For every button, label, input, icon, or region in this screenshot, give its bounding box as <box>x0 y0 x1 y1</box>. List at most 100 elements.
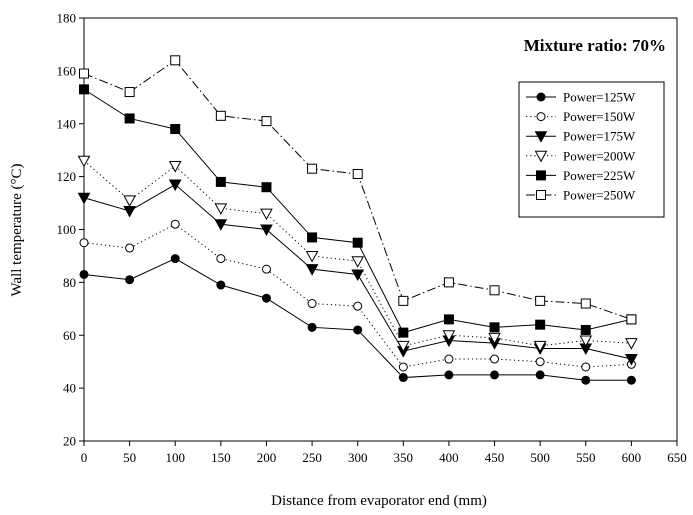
series-5-point-9 <box>489 322 500 333</box>
series-6-point-10 <box>535 295 546 306</box>
series-3-point-12 <box>625 354 638 366</box>
series-1-point-2 <box>170 254 180 264</box>
legend-marker-6 <box>536 190 546 200</box>
series-6-point-2 <box>170 55 181 66</box>
series-6-point-4 <box>261 116 272 127</box>
series-1-point-8 <box>444 370 454 380</box>
series-4-point-10 <box>533 340 547 353</box>
series-1-point-12 <box>626 375 636 385</box>
x-tick-label-12: 600 <box>622 450 642 465</box>
y-tick-label-0: 20 <box>63 434 76 449</box>
series-2-point-7 <box>398 362 408 372</box>
series-5-point-1 <box>124 113 135 124</box>
series-5-point-0 <box>79 84 89 95</box>
y-tick-label-1: 40 <box>63 381 76 396</box>
series-5-point-7 <box>398 327 409 338</box>
series-2-point-2 <box>170 219 180 229</box>
series-1-point-6 <box>353 325 363 335</box>
series-5-point-2 <box>170 124 181 135</box>
axes: 0 50 100 150 200 250 300 350 400 450 500 550 600 650 2… <box>57 11 687 466</box>
legend-marker-3 <box>534 131 548 143</box>
y-tick-label-2: 60 <box>63 328 76 343</box>
series-5-point-4 <box>261 182 272 193</box>
series-4-point-11 <box>579 335 593 348</box>
series-6-point-6 <box>352 168 363 179</box>
series-3-point-0 <box>77 192 91 205</box>
y-tick-label-4: 100 <box>57 222 77 237</box>
x-tick-label-10: 500 <box>530 450 550 465</box>
series-4-point-6 <box>351 256 365 268</box>
series-6-point-5 <box>307 163 318 174</box>
series-1-point-1 <box>125 275 135 285</box>
legend-marker-1 <box>536 92 546 102</box>
series-3-point-4 <box>260 224 273 237</box>
legend-marker-2 <box>536 112 546 122</box>
y-tick-label-5: 120 <box>57 169 77 184</box>
x-tick-label-3: 150 <box>211 450 231 465</box>
series-2-point-3 <box>216 254 226 264</box>
x-tick-label-8: 400 <box>439 450 459 465</box>
series-5-point-3 <box>215 176 226 187</box>
series-4-point-2 <box>168 161 182 173</box>
series-2-point-8 <box>444 354 454 364</box>
series-4-point-8 <box>442 330 456 342</box>
series-4-point-3 <box>214 203 228 215</box>
series-3-point-6 <box>351 269 365 281</box>
series-1-point-7 <box>398 373 408 383</box>
series-1-point-11 <box>581 375 591 385</box>
legend-marker-5 <box>536 170 546 181</box>
plot-series <box>77 55 638 385</box>
series-6-point-0 <box>79 68 89 79</box>
series-3-point-1 <box>123 205 136 218</box>
y-axis-label: Wall temperature (°C) <box>9 163 25 296</box>
series-1-point-5 <box>307 322 317 332</box>
series-4-point-0 <box>77 155 91 168</box>
x-tick-label-9: 450 <box>485 450 505 465</box>
legend-label-4: Power=200W <box>563 148 636 163</box>
series-5-point-5 <box>307 232 318 243</box>
series-2-point-11 <box>581 362 591 372</box>
series-2-point-10 <box>535 357 545 367</box>
x-tick-label-0: 0 <box>81 450 88 465</box>
x-tick-label-6: 300 <box>348 450 368 465</box>
series-5-point-11 <box>580 324 591 335</box>
legend-label-3: Power=175W <box>563 129 636 144</box>
series-5-point-8 <box>443 314 454 325</box>
series-1-point-10 <box>535 370 545 380</box>
series-2-point-6 <box>353 301 363 311</box>
x-tick-label-2: 100 <box>165 450 185 465</box>
series-2 <box>79 219 636 372</box>
series-5-point-6 <box>352 237 363 248</box>
series-2-point-1 <box>125 243 135 253</box>
series-2-point-0 <box>79 238 89 248</box>
series-4-point-9 <box>488 332 501 345</box>
series-4 <box>77 155 638 353</box>
series-6-point-8 <box>443 277 454 288</box>
series-4-point-7 <box>396 340 410 353</box>
y-tick-label-7: 160 <box>57 63 77 78</box>
x-tick-label-1: 50 <box>123 450 136 465</box>
series-2-point-9 <box>490 354 500 364</box>
x-axis-label: Distance from evaporator end (mm) <box>271 493 487 509</box>
series-6-point-9 <box>489 285 500 296</box>
series-6-point-11 <box>580 298 591 309</box>
series-6 <box>79 55 637 325</box>
legend-label-6: Power=250W <box>563 188 636 203</box>
y-tick-label-6: 140 <box>57 116 77 131</box>
y-tick-label-3: 80 <box>63 275 76 290</box>
series-4-point-1 <box>123 195 136 207</box>
series-1-point-4 <box>261 293 271 303</box>
series-6-point-12 <box>626 314 637 325</box>
series-5 <box>79 84 637 338</box>
series-3-point-5 <box>305 264 319 276</box>
series-6-point-7 <box>398 295 409 306</box>
x-tick-label-7: 350 <box>394 450 414 465</box>
legend-label-2: Power=150W <box>563 109 636 124</box>
series-4-point-5 <box>305 250 319 263</box>
series-3-point-3 <box>214 219 228 231</box>
series-5-point-10 <box>535 319 546 330</box>
series-1 <box>79 254 636 385</box>
series-1-point-0 <box>79 269 89 279</box>
series-3-point-2 <box>168 179 182 192</box>
x-tick-label-4: 200 <box>257 450 277 465</box>
